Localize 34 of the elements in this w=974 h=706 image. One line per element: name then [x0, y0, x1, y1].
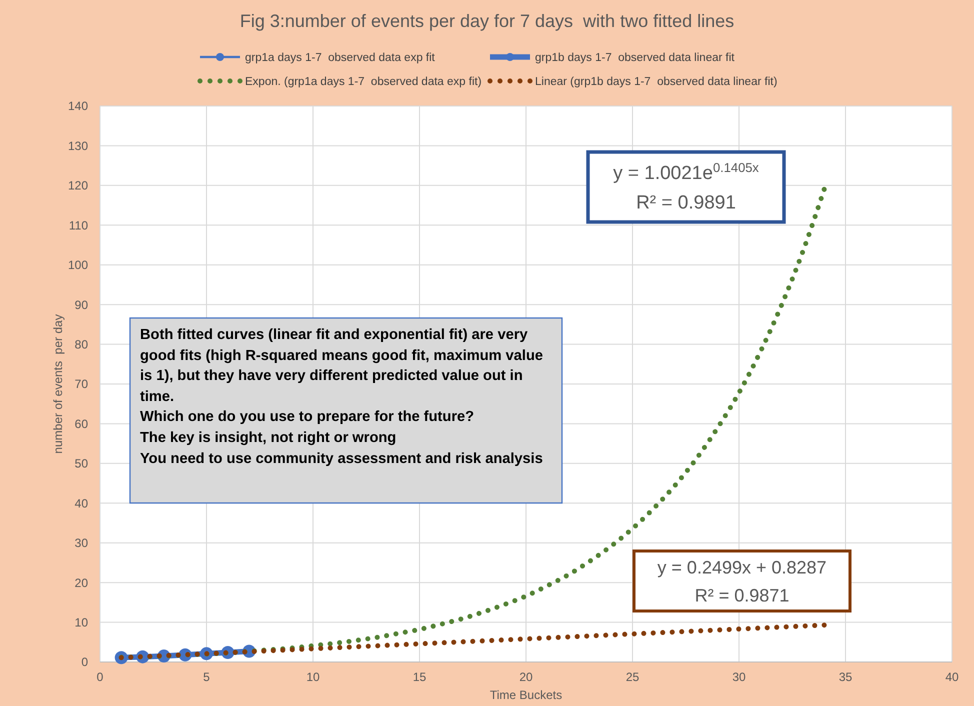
- y-tick-label: 80: [74, 337, 88, 352]
- annotation: Both fitted curves (linear fit and exponential fit) are very good fits (high R-squared means good fit, maximum value is 1), but they have very different predicted value out in time. Which one do you use to prepare for the future? The key is insight, not right or wrong You need to use community assessment and risk analysis: [140, 326, 544, 469]
- x-tick-label: 20: [519, 670, 533, 684]
- x-tick-label: 15: [412, 670, 426, 684]
- x-tick-label: 30: [732, 670, 746, 684]
- y-tick-label: 50: [74, 456, 88, 471]
- y-tick-label: 110: [68, 218, 88, 232]
- y-tick-label: 20: [74, 576, 88, 590]
- legend-label: grp1b days 1-7 observed data linear fit: [535, 52, 736, 64]
- x-axis-title: Time Buckets: [490, 688, 562, 702]
- y-tick-label: 60: [74, 416, 88, 431]
- x-tick-label: 25: [626, 670, 640, 684]
- chart-title: Fig 3:number of events per day for 7 days with two fitted lines: [240, 11, 734, 31]
- legend-label: Expon. (grp1a days 1-7 observed data exp fit): [245, 76, 482, 88]
- y-tick-label: 120: [68, 178, 88, 193]
- y-tick-label: 40: [74, 496, 88, 510]
- y-axis-title: number of events per day: [51, 314, 65, 454]
- annotation: y = 0.2499x + 0.8287 R² = 0.9871: [657, 557, 827, 606]
- x-tick-label: 10: [306, 670, 320, 684]
- y-tick-label: 100: [68, 258, 88, 272]
- legend-label: Linear (grp1b days 1-7 observed data linear fit): [535, 76, 778, 88]
- legend-label: grp1a days 1-7 observed data exp fit: [245, 52, 436, 64]
- y-tick-label: 10: [74, 615, 88, 630]
- x-tick-label: 40: [945, 670, 959, 684]
- text: y = 1.0021e$^{0.1405x}$ R² = 0.9891: [613, 159, 759, 214]
- y-tick-label: 30: [74, 536, 88, 550]
- y-tick-label: 140: [68, 99, 88, 114]
- y-tick-label: 70: [74, 377, 88, 392]
- y-tick-label: 0: [81, 655, 88, 670]
- x-tick-label: 0: [96, 670, 104, 684]
- y-tick-label: 90: [74, 298, 88, 312]
- x-tick-label: 5: [203, 670, 210, 684]
- x-tick-label: 35: [838, 670, 852, 684]
- y-tick-label: 130: [68, 138, 88, 153]
